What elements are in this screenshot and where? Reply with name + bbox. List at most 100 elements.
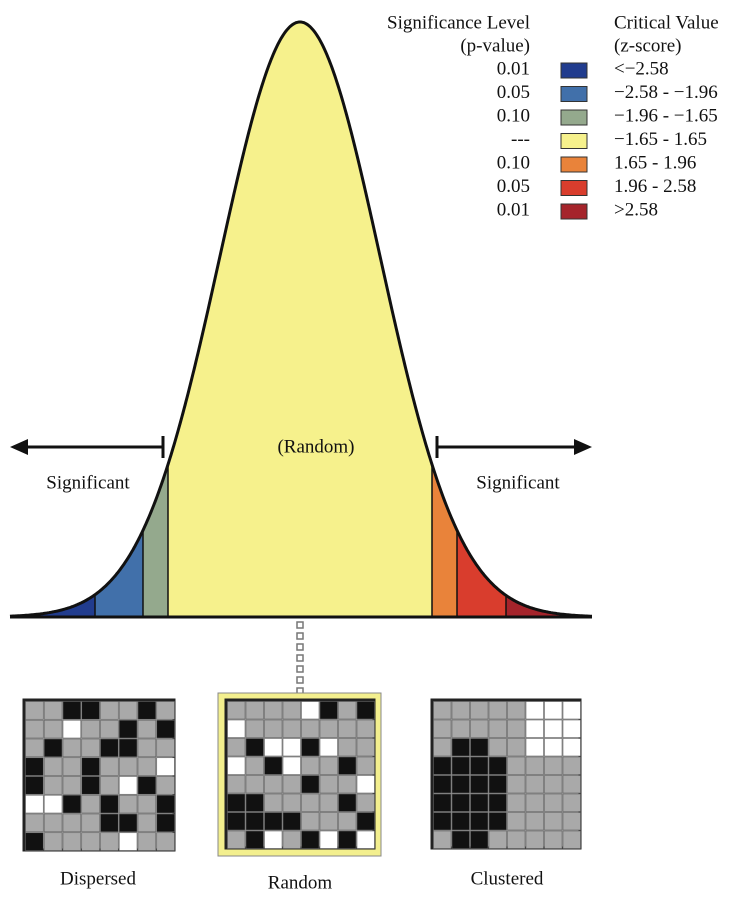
- map-cell: [246, 813, 264, 831]
- map-cell: [434, 739, 452, 757]
- map-cell: [44, 833, 62, 851]
- map-cell: [265, 739, 283, 757]
- map-cell: [563, 757, 581, 775]
- map-cell: [246, 794, 264, 812]
- map-cell: [302, 831, 320, 849]
- map-cell: [508, 739, 526, 757]
- map-cell: [82, 814, 100, 832]
- map-cell: [82, 720, 100, 738]
- map-cell: [265, 720, 283, 738]
- map-cell: [101, 833, 119, 851]
- map-cell: [101, 758, 119, 776]
- map-cell: [545, 776, 563, 794]
- curve-region: [432, 465, 457, 618]
- map-cell: [246, 776, 264, 794]
- map-cell: [82, 758, 100, 776]
- curve-region: [10, 595, 95, 617]
- map-cell: [283, 813, 301, 831]
- dot: [297, 644, 303, 650]
- map-cell: [508, 813, 526, 831]
- map-cell: [246, 720, 264, 738]
- legend-swatch: [561, 87, 587, 102]
- map-cell: [508, 757, 526, 775]
- map-cell: [452, 739, 470, 757]
- map-cell: [471, 720, 489, 738]
- legend-p-value: 0.10: [497, 152, 530, 173]
- map-cell: [119, 833, 137, 851]
- map-cell: [26, 758, 44, 776]
- map-cell: [434, 813, 452, 831]
- map-cell: [563, 831, 581, 849]
- map-cell: [228, 702, 246, 720]
- map-cell: [63, 777, 81, 795]
- dot: [297, 633, 303, 639]
- map-cell: [339, 702, 357, 720]
- map-cell: [357, 757, 375, 775]
- map-cell: [26, 739, 44, 757]
- map-cell: [320, 702, 338, 720]
- map-cell: [26, 702, 44, 720]
- map-cell: [26, 814, 44, 832]
- map-cell: [246, 739, 264, 757]
- map-cell: [302, 776, 320, 794]
- map-cell: [63, 814, 81, 832]
- map-cell: [302, 702, 320, 720]
- map-cell: [138, 702, 156, 720]
- arrow-head: [10, 439, 28, 455]
- legend-swatch: [561, 134, 587, 149]
- legend-p-value: 0.01: [497, 199, 530, 220]
- legend-z-score: 1.96 - 2.58: [614, 176, 696, 197]
- map-cell: [563, 776, 581, 794]
- map-cell: [357, 739, 375, 757]
- dotted-connector: [297, 622, 303, 694]
- map-cell: [563, 813, 581, 831]
- map-cell: [63, 795, 81, 813]
- map-cell: [489, 813, 507, 831]
- map-cell: [265, 794, 283, 812]
- map-cell: [283, 720, 301, 738]
- pattern-label: Random: [268, 872, 333, 893]
- map-cell: [82, 702, 100, 720]
- map-cell: [434, 776, 452, 794]
- map-cell: [339, 813, 357, 831]
- dot: [297, 622, 303, 628]
- map-cell: [471, 739, 489, 757]
- map-cell: [101, 777, 119, 795]
- legend-p-value: ---: [511, 129, 530, 150]
- map-cell: [265, 813, 283, 831]
- diagram: (Random) Significant Significant Signifi…: [0, 0, 755, 903]
- map-cell: [339, 831, 357, 849]
- map-cell: [119, 814, 137, 832]
- map-cell: [119, 739, 137, 757]
- map-cell: [489, 794, 507, 812]
- map-cell: [228, 813, 246, 831]
- arrow-head: [574, 439, 592, 455]
- map-cell: [545, 720, 563, 738]
- map-cell: [471, 813, 489, 831]
- map-cell: [44, 739, 62, 757]
- center-label: (Random): [277, 436, 354, 457]
- map-cell: [452, 720, 470, 738]
- map-cell: [434, 720, 452, 738]
- map-cell: [246, 757, 264, 775]
- pattern-label: Dispersed: [60, 868, 136, 889]
- map-cell: [138, 777, 156, 795]
- map-cell: [452, 702, 470, 720]
- map-cell: [82, 833, 100, 851]
- curve-region: [168, 22, 432, 617]
- legend-z-score: −2.58 - −1.96: [614, 82, 718, 103]
- map-cell: [339, 739, 357, 757]
- map-cell: [563, 720, 581, 738]
- map-cell: [283, 739, 301, 757]
- map-cell: [545, 813, 563, 831]
- map-cell: [157, 814, 175, 832]
- map-cell: [434, 702, 452, 720]
- pattern-label: Clustered: [471, 868, 544, 889]
- map-cell: [101, 720, 119, 738]
- map-cell: [526, 776, 544, 794]
- map-cell: [302, 739, 320, 757]
- map-cell: [63, 758, 81, 776]
- map-cell: [489, 739, 507, 757]
- right-label: Significant: [476, 472, 560, 493]
- map-cell: [339, 776, 357, 794]
